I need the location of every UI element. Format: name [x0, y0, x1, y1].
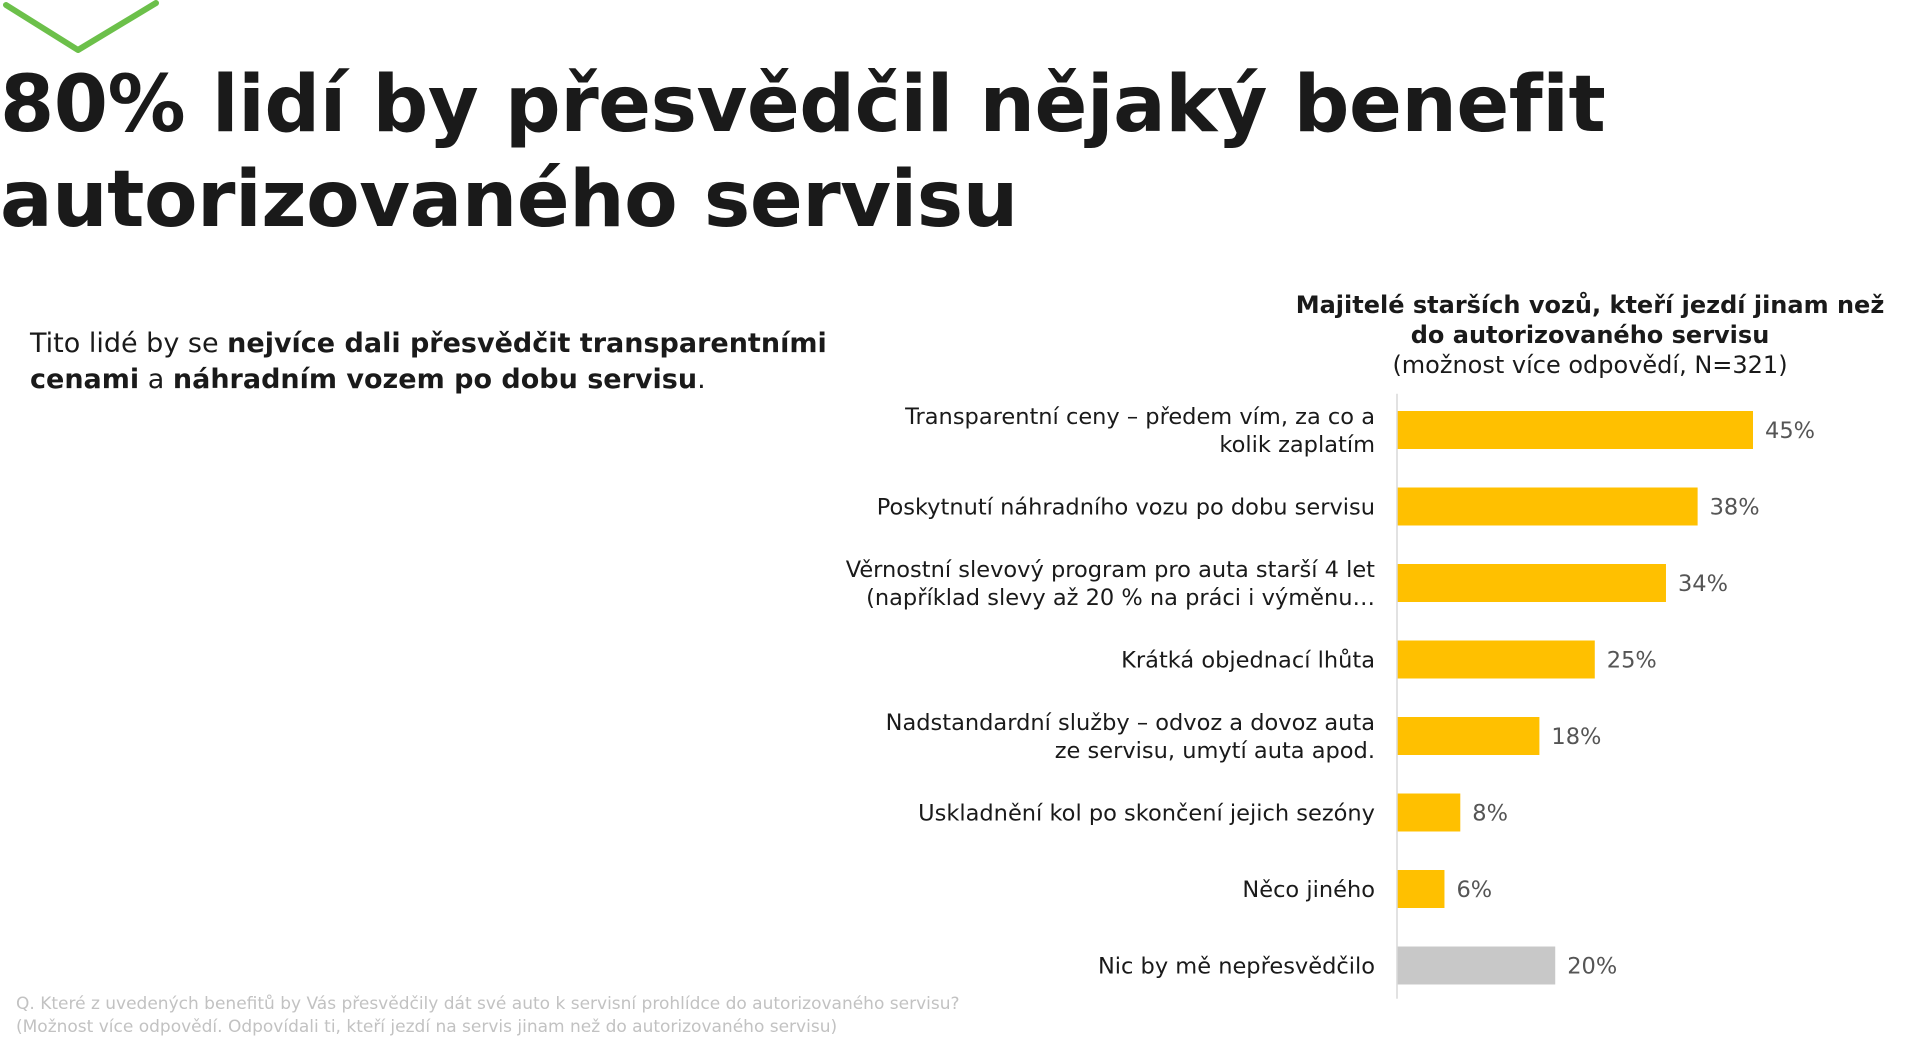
value-label-4: 25% — [1607, 648, 1657, 674]
category-label-1: Transparentní ceny – předem vím, za co a… — [904, 404, 1375, 458]
value-label-6: 8% — [1472, 801, 1508, 827]
category-label-6: Uskladnění kol po skončení jejich sezóny — [918, 801, 1375, 827]
footnote-question: Q. Které z uvedených benefitů by Vás pře… — [16, 994, 960, 1014]
bar-5 — [1397, 717, 1540, 755]
category-label-7: Něco jiného — [1242, 877, 1375, 903]
value-label-1: 45% — [1765, 418, 1815, 444]
footnote-note: (Možnost více odpovědí. Odpovídali ti, k… — [16, 1017, 838, 1037]
category-label-2: Poskytnutí náhradního vozu po dobu servi… — [877, 495, 1375, 521]
value-label-7: 6% — [1456, 877, 1492, 903]
chart-subtitle: (možnost více odpovědí, N=321) — [1392, 351, 1788, 379]
intro-text: Tito lidé by se nejvíce dali přesvědčit … — [30, 326, 830, 398]
check-chevron-icon — [3, 0, 159, 53]
intro-bold-2: náhradním vozem po dobu servisu — [172, 364, 698, 395]
page-title: 80% lidí by přesvědčil nějaký benefit au… — [0, 60, 1606, 245]
category-label-8: Nic by mě nepřesvědčilo — [1098, 954, 1375, 980]
bar-1 — [1397, 411, 1753, 449]
bar-3 — [1397, 564, 1666, 602]
footnote: Q. Které z uvedených benefitů by Vás pře… — [16, 993, 1116, 1039]
value-label-8: 20% — [1567, 954, 1617, 980]
value-label-2: 38% — [1710, 495, 1760, 521]
value-label-5: 18% — [1551, 724, 1601, 750]
bar-7 — [1397, 870, 1445, 908]
category-label-4: Krátká objednací lhůta — [1121, 647, 1375, 674]
intro-part-3: . — [697, 364, 706, 395]
bar-8 — [1397, 946, 1556, 985]
intro-part-1: Tito lidé by se — [30, 328, 228, 359]
category-label-5: Nadstandardní služby – odvoz a dovoz aut… — [886, 710, 1375, 764]
intro-bold-1: nejvíce dali přesvědčit transparentními … — [30, 328, 827, 395]
value-label-3: 34% — [1678, 571, 1728, 597]
category-label-3: Věrnostní slevový program pro auta starš… — [846, 557, 1375, 611]
chart-title: Majitelé starších vozů, kteří jezdí jina… — [1295, 291, 1885, 349]
bar-4 — [1397, 640, 1595, 679]
bar-6 — [1397, 793, 1461, 832]
intro-part-2: a — [139, 364, 173, 395]
chart-header: Majitelé starších vozů, kteří jezdí jina… — [1290, 290, 1890, 380]
bar-2 — [1397, 487, 1698, 526]
